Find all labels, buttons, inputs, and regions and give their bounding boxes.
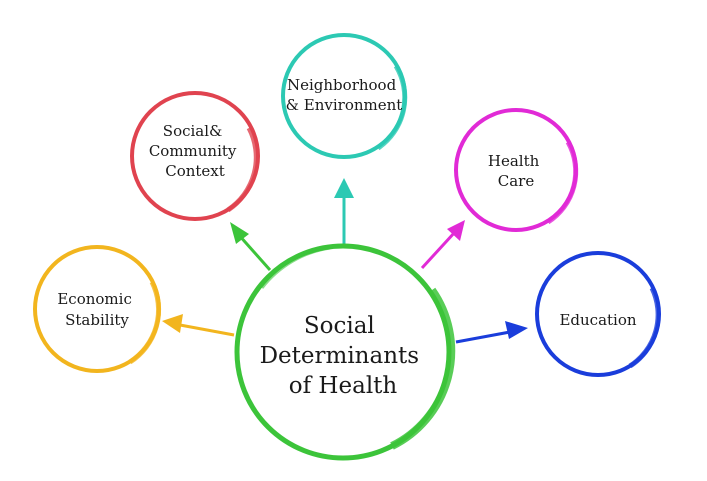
economic-line-2: Stability [65,311,129,329]
health-care-line-2: Care [498,172,535,190]
node-economic: Economic Stability [33,245,162,373]
center-line-3: of Health [289,373,398,399]
health-care-line-1: Health [488,152,540,170]
arrow-to-education [455,321,528,344]
health-care-label: Health Care [488,152,544,190]
social-community-line-2: Community [149,142,237,160]
neighborhood-line-2: & Environment [286,96,403,114]
social-community-line-1: Social& [163,122,223,140]
arrow-to-social-community [230,222,272,271]
arrow-to-neighborhood [334,178,354,245]
arrow-to-economic [162,314,235,337]
economic-line-1: Economic [57,290,132,308]
node-social-community: Social& Community Context [130,91,260,221]
node-center: Social Determinants of Health [234,243,456,461]
node-education: Education [535,251,661,377]
center-line-2: Determinants [260,343,419,369]
education-label: Education [559,311,636,329]
center-label: Social Determinants of Health [260,313,427,399]
social-community-label: Social& Community Context [149,122,241,180]
neighborhood-label: Neighborhood & Environment [286,76,403,114]
neighborhood-line-1: Neighborhood [287,76,397,94]
node-neighborhood: Neighborhood & Environment [281,33,408,159]
economic-label: Economic Stability [57,290,136,329]
arrow-to-health-care [420,220,465,270]
node-health-care: Health Care [454,108,579,232]
center-line-1: Social [304,313,375,339]
social-community-line-3: Context [165,162,225,180]
education-line-1: Education [559,311,636,329]
